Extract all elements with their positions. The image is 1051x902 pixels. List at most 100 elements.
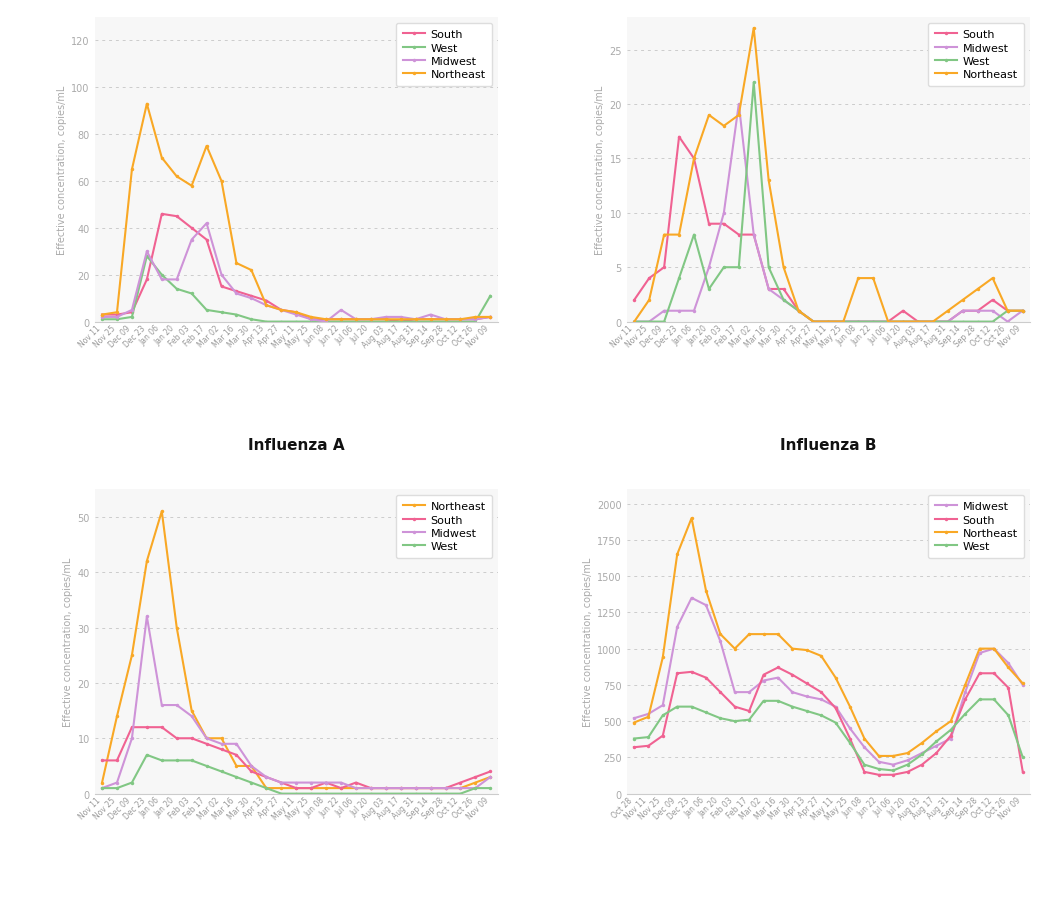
Northeast <box>350 783 363 794</box>
West <box>911 317 924 327</box>
Line: Midwest: Midwest <box>100 222 492 324</box>
Midwest <box>872 757 885 768</box>
West <box>801 705 813 716</box>
Midwest <box>275 305 288 316</box>
Midwest <box>230 289 243 299</box>
South <box>807 317 820 327</box>
West <box>394 317 407 327</box>
Northeast <box>728 643 741 654</box>
South <box>882 317 894 327</box>
West <box>141 252 153 262</box>
Northeast <box>927 317 940 327</box>
South <box>1016 767 1029 778</box>
West <box>454 788 467 799</box>
Midwest <box>930 741 943 751</box>
Midwest <box>673 306 685 317</box>
South <box>988 668 1001 679</box>
Northeast <box>887 750 900 761</box>
Midwest <box>185 235 198 245</box>
Line: Midwest: Midwest <box>633 596 1025 767</box>
West <box>185 289 198 299</box>
West <box>275 317 288 327</box>
Midwest <box>409 315 421 326</box>
West <box>454 317 467 327</box>
Northeast <box>1002 306 1014 317</box>
West <box>687 230 700 241</box>
Midwest <box>350 315 363 326</box>
Midwest <box>215 270 228 281</box>
Northeast <box>733 110 745 121</box>
Northeast <box>439 783 452 794</box>
South <box>454 315 467 326</box>
West <box>867 317 880 327</box>
Midwest <box>201 733 213 744</box>
West <box>290 317 303 327</box>
South <box>743 705 756 716</box>
Northeast <box>110 711 123 722</box>
Midwest <box>771 673 784 684</box>
Midwest <box>365 315 377 326</box>
West <box>988 695 1001 705</box>
Northeast <box>882 317 894 327</box>
West <box>320 788 332 799</box>
South <box>728 702 741 713</box>
Midwest <box>887 759 900 770</box>
South <box>201 739 213 750</box>
South <box>350 778 363 788</box>
South <box>642 741 655 751</box>
Northeast <box>469 312 481 323</box>
West <box>852 317 865 327</box>
Northeast <box>334 783 347 794</box>
Northeast <box>156 153 168 164</box>
South <box>170 733 183 744</box>
Northeast <box>956 295 969 306</box>
Northeast <box>485 312 497 323</box>
Midwest <box>126 733 139 744</box>
Midwest <box>469 315 481 326</box>
West <box>110 783 123 794</box>
Midwest <box>1002 317 1014 327</box>
South <box>365 783 377 794</box>
West <box>469 317 481 327</box>
South <box>409 783 421 794</box>
Midwest <box>485 772 497 783</box>
South <box>815 687 827 698</box>
Northeast <box>126 650 139 661</box>
South <box>714 687 726 698</box>
South <box>379 783 392 794</box>
Northeast <box>792 306 805 317</box>
West <box>394 788 407 799</box>
South <box>703 219 716 230</box>
West <box>350 317 363 327</box>
Northeast <box>852 273 865 284</box>
Midwest <box>778 295 790 306</box>
Northeast <box>215 177 228 188</box>
Midwest <box>290 309 303 320</box>
West <box>858 759 870 770</box>
Midwest <box>657 700 669 711</box>
South <box>786 669 799 680</box>
Midwest <box>185 711 198 722</box>
South <box>320 315 332 326</box>
South <box>305 783 317 794</box>
South <box>858 767 870 778</box>
West <box>829 717 842 728</box>
Northeast <box>837 317 849 327</box>
Line: South: South <box>633 136 1025 324</box>
Northeast <box>942 306 954 317</box>
Y-axis label: Effective concentration, copies/mL: Effective concentration, copies/mL <box>595 86 605 254</box>
Northeast <box>872 750 885 761</box>
Northeast <box>829 673 842 684</box>
West <box>290 788 303 799</box>
Northeast <box>394 315 407 326</box>
Northeast <box>801 645 813 656</box>
West <box>439 788 452 799</box>
West <box>96 783 108 794</box>
Midwest <box>733 99 745 110</box>
Northeast <box>915 738 928 749</box>
South <box>971 306 984 317</box>
South <box>643 273 656 284</box>
Northeast <box>867 273 880 284</box>
Midwest <box>973 648 986 658</box>
Northeast <box>771 629 784 640</box>
